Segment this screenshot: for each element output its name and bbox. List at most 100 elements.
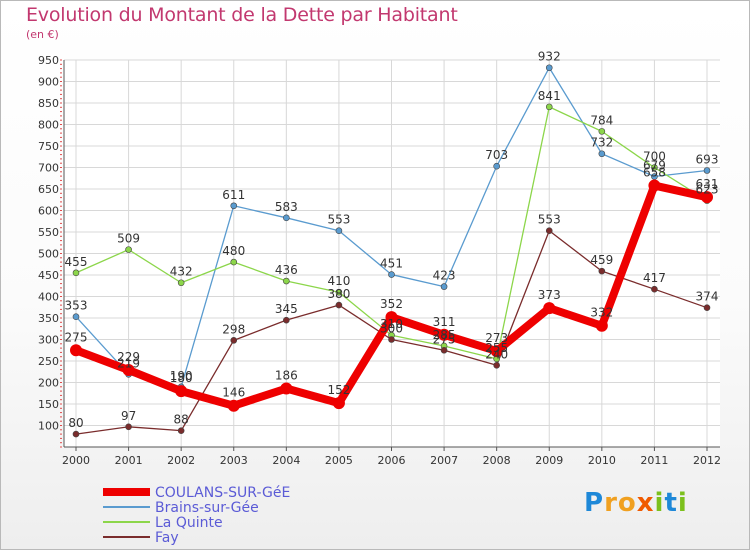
legend-label: La Quinte [155,515,223,531]
data-label: 345 [275,302,298,316]
x-tick-label: 2007 [430,454,458,467]
y-tick-label: 400 [38,291,59,304]
y-tick-label: 250 [38,355,59,368]
data-label: 275 [65,330,88,344]
data-point [598,267,606,275]
x-tick-label: 2003 [220,454,248,467]
y-tick-label: 550 [38,226,59,239]
data-label: 97 [121,409,136,423]
data-label: 80 [68,416,83,430]
data-label: 623 [696,183,719,197]
data-label: 417 [643,271,666,285]
y-tick-label: 700 [38,162,59,175]
data-point [388,336,395,343]
legend-label: COULANS-SUR-GéE [155,485,290,501]
data-point [230,258,238,266]
data-label: 784 [590,113,613,127]
data-point [545,103,553,111]
data-point [72,430,80,438]
data-point [122,364,135,377]
logo-letter: P [584,488,605,518]
logo-letter: o [617,488,637,518]
data-point [230,337,238,344]
series-markers [70,64,713,438]
data-label: 255 [485,341,508,355]
data-point [648,179,661,192]
x-tick-label: 2001 [115,454,143,467]
data-label: 373 [538,288,561,302]
data-point [230,202,238,210]
data-label: 693 [696,153,719,167]
y-tick-label: 450 [38,269,59,282]
data-label: 219 [117,356,140,370]
data-label: 275 [433,332,456,346]
data-label: 583 [275,200,298,214]
data-label: 240 [485,347,508,361]
data-point [545,227,553,235]
data-point [332,397,345,410]
data-point [651,173,658,180]
y-tick-label: 600 [38,205,59,218]
data-label: 658 [643,166,666,180]
data-label: 374 [696,290,719,304]
y-tick-label: 950 [38,54,59,67]
data-label: 432 [170,265,193,279]
data-label: 459 [590,253,613,267]
legend-label: Fay [155,530,179,546]
axes: 100 150 200 250 300 350 400 450 500 550 600 650 700 7… [38,54,721,467]
data-label: 380 [327,287,350,301]
data-labels: 353 219 190 611 583 553 451 423 703 932 732 679 693 4… [65,50,719,430]
data-point [388,271,395,278]
data-point [72,313,80,321]
logo-letter: i [654,488,665,518]
proxiti-logo: Proxiti [584,488,688,518]
data-point [125,246,132,253]
data-label: 423 [433,269,456,283]
y-tick-label: 800 [38,119,59,132]
data-label: 310 [380,317,403,331]
data-label: 611 [222,188,245,202]
data-point [72,269,80,277]
x-tick-label: 2012 [693,454,721,467]
data-point [651,164,658,171]
data-point [283,316,290,324]
data-point [335,227,343,235]
data-point [440,346,448,354]
data-label: 88 [174,413,189,427]
data-point [177,427,185,434]
data-point [125,423,132,431]
data-point [335,288,343,296]
data-label: 186 [275,369,298,383]
y-tick-label: 200 [38,377,59,390]
data-point [493,162,500,170]
data-label: 190 [170,369,193,383]
data-point [595,319,608,332]
y-tick-label: 900 [38,76,59,89]
data-label: 285 [433,328,456,342]
data-label: 700 [643,150,666,164]
logo-letter: t [664,488,678,518]
data-point [703,304,711,311]
x-tick-label: 2002 [167,454,195,467]
data-point [651,285,658,293]
data-label: 509 [117,232,140,246]
data-label: 703 [485,148,508,162]
x-tick-label: 2006 [378,454,406,467]
data-point [227,399,240,412]
data-label: 298 [222,322,245,336]
data-label: 332 [590,306,613,320]
x-tick-label: 2008 [483,454,511,467]
data-point [703,167,711,174]
data-label: 180 [170,371,193,385]
data-point [598,150,606,158]
data-point [177,279,185,287]
data-label: 152 [327,383,350,397]
data-label: 229 [117,350,140,364]
data-label: 631 [696,177,719,191]
y-tick-label: 100 [38,420,59,433]
data-label: 300 [380,322,403,336]
data-label: 353 [65,299,88,313]
chart-unit: (en €) [26,28,59,41]
